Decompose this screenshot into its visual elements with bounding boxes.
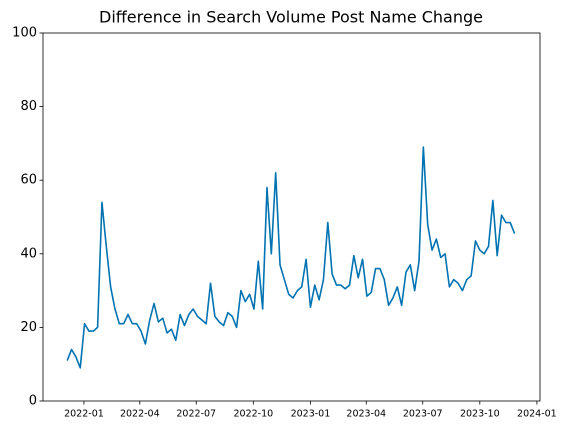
x-tick-label: 2022-04: [120, 409, 160, 420]
y-tick-label: 0: [29, 394, 37, 409]
x-tick-label: 2022-10: [233, 409, 273, 420]
x-tick-label: 2024-01: [517, 409, 557, 420]
y-tick-label: 80: [20, 99, 37, 114]
y-tick-label: 60: [20, 173, 37, 188]
x-tick-label: 2023-01: [291, 409, 331, 420]
x-tick-label: 2023-04: [346, 409, 386, 420]
y-tick-label: 40: [20, 246, 37, 261]
chart-title: Difference in Search Volume Post Name Ch…: [99, 8, 483, 27]
y-tick-label: 100: [12, 26, 37, 41]
x-tick-label: 2022-07: [176, 409, 216, 420]
y-tick-label: 20: [20, 320, 37, 335]
x-tick-label: 2023-10: [460, 409, 500, 420]
plot-frame: [42, 32, 541, 402]
data-line: [66, 146, 516, 369]
x-tick-label: 2022-01: [64, 409, 104, 420]
x-tick-label: 2023-07: [403, 409, 443, 420]
